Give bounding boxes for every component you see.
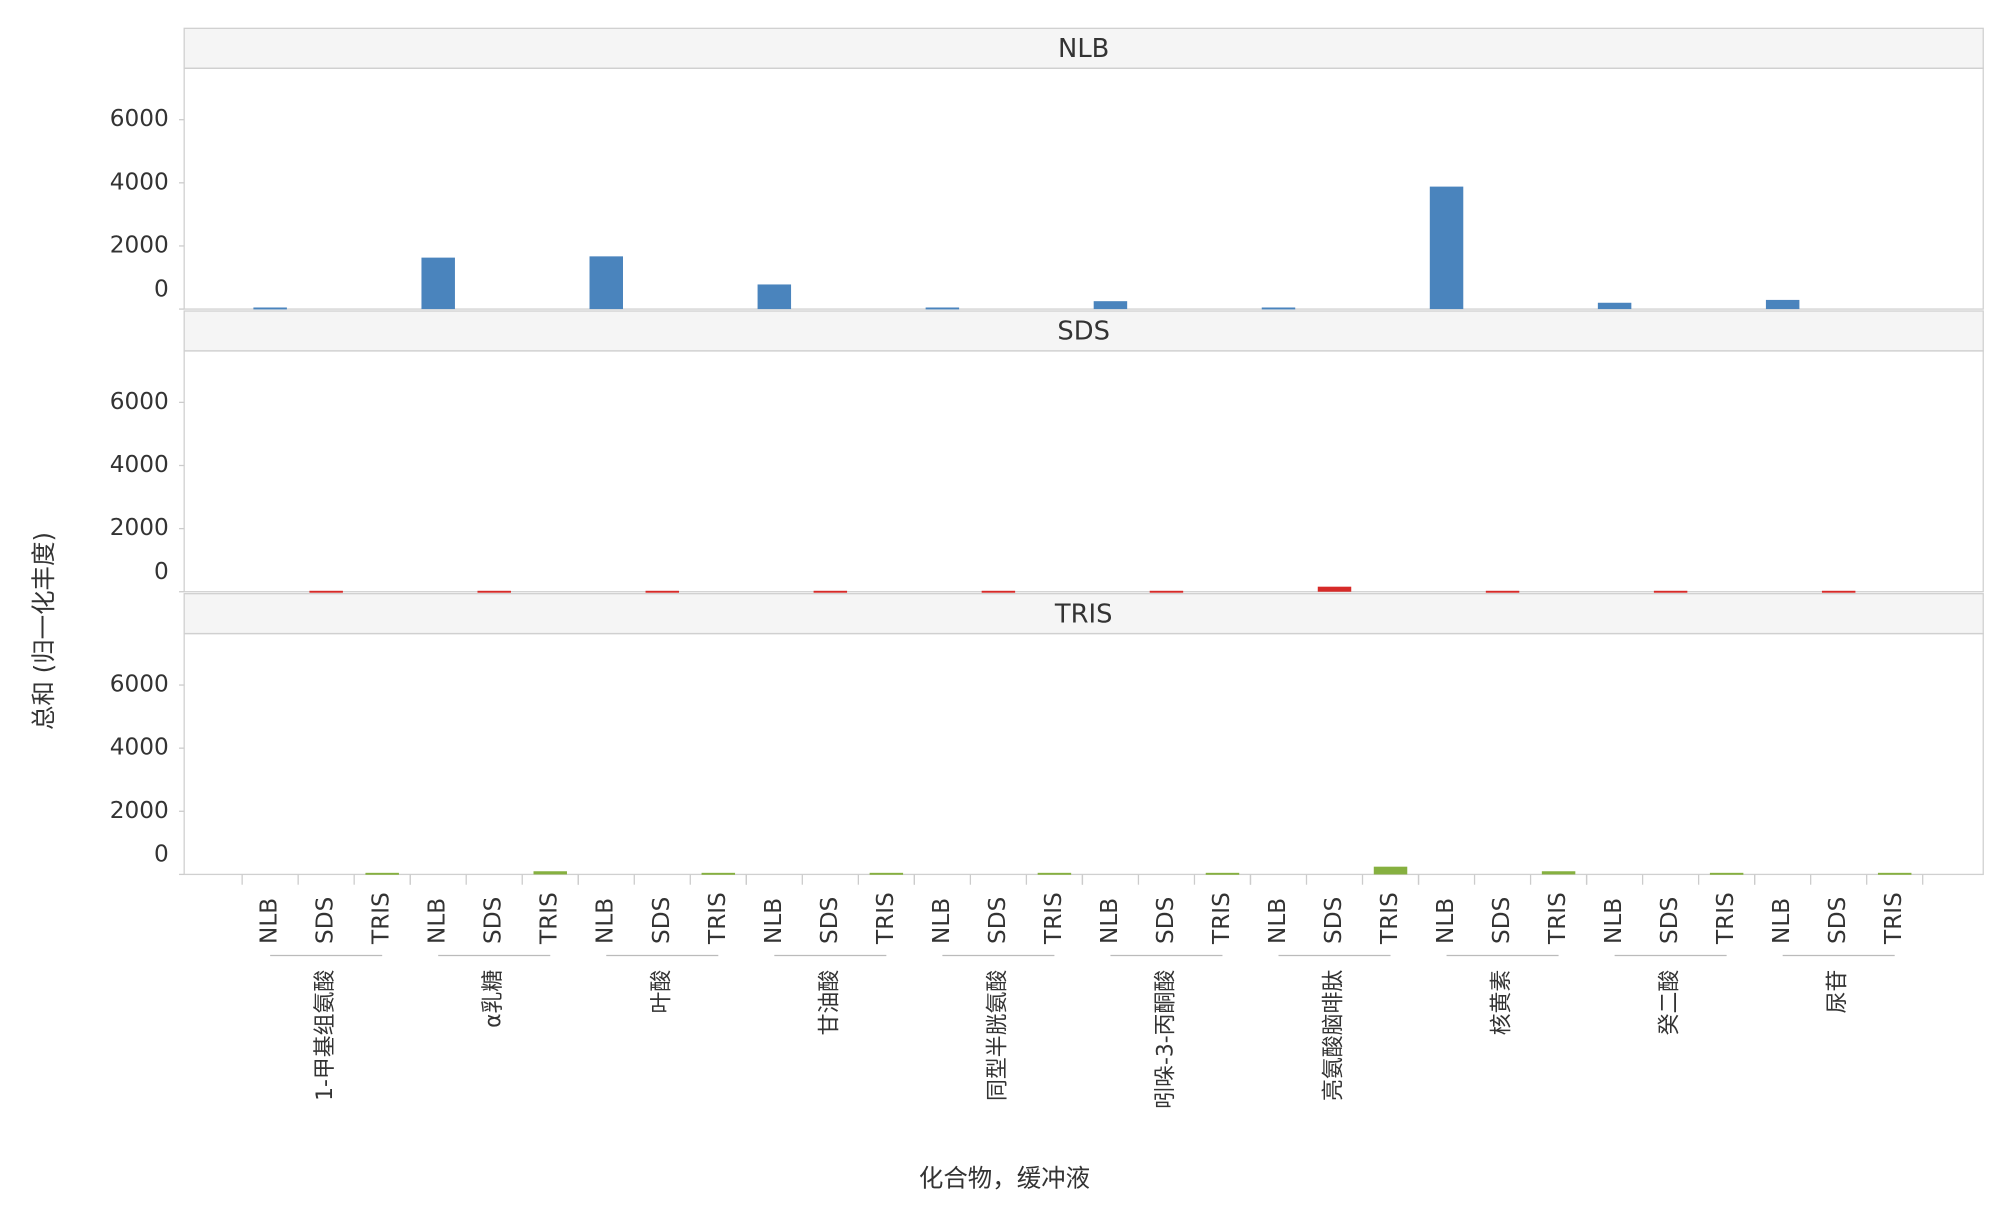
bar	[1261, 307, 1296, 310]
y-tick-label: 6000	[110, 671, 169, 698]
bar	[365, 872, 399, 875]
facet-header	[183, 27, 1984, 69]
x-tick-label: SDS	[1656, 897, 1683, 944]
x-tick-label: SDS	[480, 897, 507, 944]
x-tick-label: SDS	[1824, 897, 1851, 944]
y-axis-label: 总和 (归一化丰度)	[29, 532, 58, 730]
bar	[1373, 866, 1408, 875]
group-label: 尿苷	[1826, 970, 1851, 1014]
x-tick-label: NLB	[1768, 898, 1795, 944]
x-tick-label: TRIS	[536, 892, 563, 945]
bar	[1149, 590, 1184, 593]
x-tick-label: NLB	[928, 898, 955, 944]
y-tick-label: 4000	[110, 451, 169, 478]
group-label: 1-甲基组氨酸	[313, 970, 338, 1101]
y-tick-label: 2000	[110, 514, 169, 541]
y-tick-label: 6000	[110, 105, 169, 132]
bar	[1765, 299, 1800, 310]
bar	[757, 284, 792, 310]
x-tick-label: NLB	[592, 898, 619, 944]
x-tick-label: NLB	[1432, 898, 1459, 944]
plot-frame	[183, 67, 1984, 310]
bar	[925, 307, 960, 310]
x-tick-label: NLB	[1600, 898, 1627, 944]
bar	[477, 590, 511, 593]
y-tick-label: 4000	[110, 734, 169, 761]
group-label: 亮氨酸脑啡肽	[1322, 970, 1347, 1101]
bar	[1429, 186, 1464, 310]
x-tick-label: NLB	[424, 898, 451, 944]
x-tick-label: SDS	[816, 897, 843, 944]
x-tick-label: SDS	[1488, 897, 1515, 944]
bar	[1821, 590, 1856, 593]
bar	[1037, 872, 1072, 875]
facet-title: SDS	[1057, 317, 1110, 347]
group-label: 癸二酸	[1658, 970, 1683, 1036]
x-tick-label: TRIS	[872, 892, 899, 945]
bar	[421, 257, 455, 310]
bar	[589, 256, 623, 310]
plot-frame	[183, 350, 1984, 593]
facet-title: TRIS	[1054, 599, 1113, 629]
group-label: 叶酸	[649, 970, 674, 1014]
bar	[1653, 590, 1688, 593]
x-tick-label: TRIS	[1376, 892, 1403, 945]
facet-title: NLB	[1058, 34, 1109, 64]
x-tick-label: NLB	[256, 898, 283, 944]
bar	[701, 872, 736, 875]
x-tick-label: NLB	[1264, 898, 1291, 944]
x-tick-label: TRIS	[1040, 892, 1067, 945]
bar	[813, 590, 848, 593]
y-tick-label: 2000	[110, 797, 169, 824]
x-tick-label: SDS	[312, 897, 339, 944]
bar	[1205, 872, 1240, 875]
group-label: α乳糖	[481, 970, 506, 1028]
facet-header	[183, 593, 1984, 635]
group-label: 吲哚-3-丙酮酸	[1153, 970, 1178, 1109]
bar	[253, 307, 287, 310]
bar	[1709, 872, 1744, 875]
y-tick-label: 0	[154, 841, 169, 868]
bar	[1597, 302, 1632, 310]
bar	[1877, 872, 1912, 875]
group-label: 甘油酸	[817, 970, 842, 1036]
x-tick-label: TRIS	[1544, 892, 1571, 945]
x-axis-label: 化合物，缓冲液	[919, 1164, 1090, 1193]
bar	[869, 872, 904, 875]
x-tick-label: SDS	[648, 897, 675, 944]
x-tick-label: SDS	[1152, 897, 1179, 944]
y-tick-label: 0	[154, 558, 169, 585]
bar	[1541, 871, 1576, 875]
x-tick-label: SDS	[984, 897, 1011, 944]
bar	[1485, 590, 1520, 593]
plot-frame	[183, 632, 1984, 876]
group-label: 同型半胱氨酸	[985, 970, 1010, 1101]
bar	[533, 871, 567, 875]
x-tick-label: TRIS	[1712, 892, 1739, 945]
x-tick-label: SDS	[1320, 897, 1347, 944]
y-tick-label: 0	[154, 275, 169, 302]
y-tick-label: 2000	[110, 231, 169, 258]
x-tick-label: TRIS	[368, 892, 395, 945]
bar	[1317, 586, 1352, 592]
bar	[981, 590, 1016, 593]
bar	[645, 590, 680, 593]
x-tick-label: NLB	[760, 898, 787, 944]
bar	[1093, 301, 1128, 310]
y-tick-label: 6000	[110, 388, 169, 415]
x-tick-label: TRIS	[1208, 892, 1235, 945]
bar	[309, 590, 343, 593]
y-tick-label: 4000	[110, 168, 169, 195]
group-label: 核黄素	[1490, 970, 1515, 1036]
x-tick-label: TRIS	[1880, 892, 1907, 945]
x-tick-label: NLB	[1096, 898, 1123, 944]
x-tick-label: TRIS	[704, 892, 731, 945]
